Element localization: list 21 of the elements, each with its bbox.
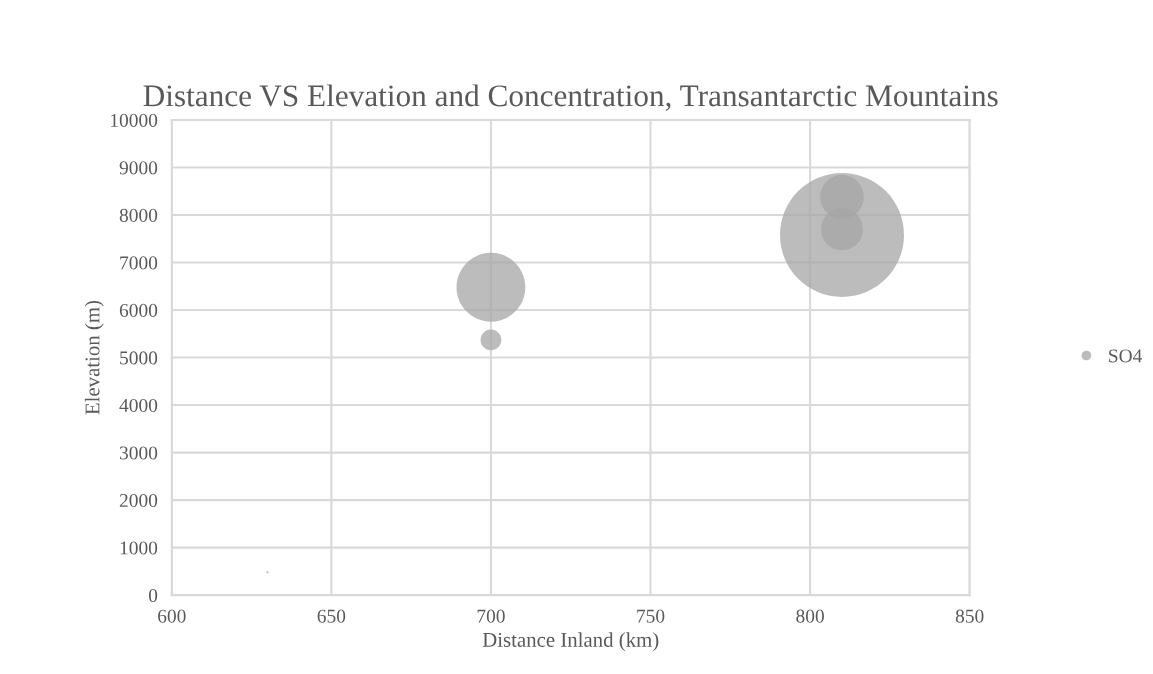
x-tick-label: 750 <box>637 609 665 623</box>
x-tick-label: 600 <box>158 609 186 623</box>
chart-title: Distance VS Elevation and Concentration, Transantarctic Mountains <box>143 84 998 111</box>
y-tick-label: 9000 <box>119 161 158 175</box>
y-tick-label: 4000 <box>119 398 158 413</box>
y-tick-label: 0 <box>148 588 158 603</box>
x-axis-title: Distance Inland (km) <box>482 632 659 652</box>
y-tick-label: 1000 <box>120 541 158 555</box>
y-tick-label: 5000 <box>120 351 158 365</box>
x-tick-label: 700 <box>477 609 505 623</box>
y-tick-label: 3000 <box>119 446 158 460</box>
x-tick-label: 800 <box>796 609 824 623</box>
x-tick-label: 850 <box>955 609 984 623</box>
y-tick-label: 7000 <box>120 256 158 270</box>
y-tick-label: 8000 <box>119 208 158 222</box>
y-tick-label: 10000 <box>111 113 158 127</box>
x-tick-label: 650 <box>317 609 346 623</box>
y-axis-title: Elevation (m) <box>84 300 104 415</box>
y-tick-label: 2000 <box>119 493 158 508</box>
y-tick-label: 6000 <box>119 303 158 317</box>
legend-label: SO4 <box>1109 349 1143 363</box>
